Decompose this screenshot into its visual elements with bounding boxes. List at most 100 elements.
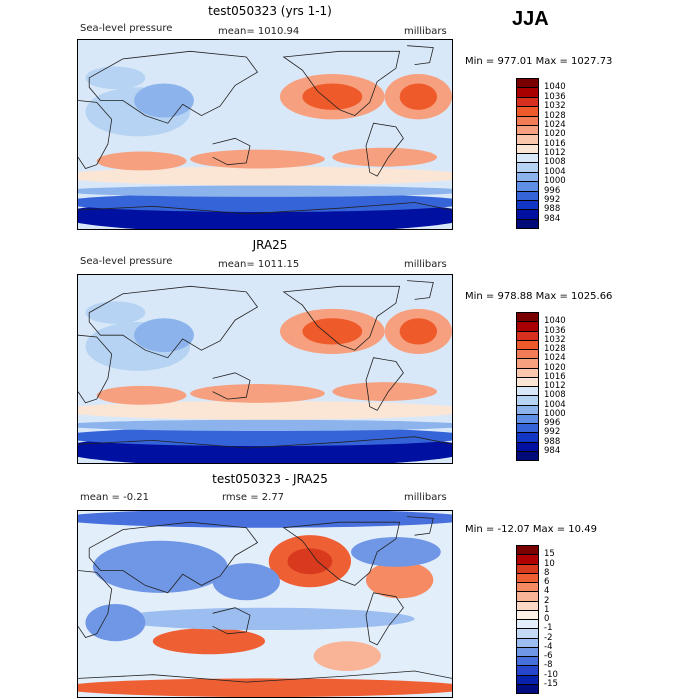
pressure-contour-region — [78, 193, 452, 212]
pressure-contour-region — [332, 382, 438, 401]
coastline — [212, 372, 251, 400]
coastline — [407, 516, 434, 536]
coastline — [88, 285, 259, 359]
sea-level-pressure-model-map — [78, 40, 452, 229]
colorbar-label: 1028 — [544, 344, 566, 354]
pressure-contour-region — [365, 561, 434, 599]
colorbar-label: 1 — [544, 604, 550, 615]
coastline — [78, 670, 452, 683]
pressure-contour-region — [92, 540, 228, 593]
panel2-title: JRA25 — [252, 238, 288, 252]
pressure-contour-region — [85, 301, 146, 324]
colorbar-label: 1040 — [544, 82, 566, 93]
colorbar-label: 988 — [544, 436, 561, 447]
colorbar-label: 996 — [544, 185, 561, 196]
pressure-contour-region — [190, 149, 325, 169]
pressure-contour-region — [134, 318, 194, 353]
pressure-contour-region — [78, 400, 452, 420]
pressure-contour-region — [96, 151, 187, 171]
colorbar-swatch — [516, 218, 539, 229]
colorbar-label: 988 — [544, 204, 561, 215]
pressure-contour-region — [85, 66, 146, 90]
colorbar-label: 1000 — [544, 176, 566, 187]
panel3-minmax: Min = -12.07 Max = 10.49 — [465, 524, 597, 535]
coastline — [78, 334, 113, 404]
pressure-contour-region — [399, 83, 438, 110]
panel1-units-label: millibars — [404, 26, 447, 37]
coastline — [407, 280, 434, 300]
colorbar-label: 984 — [544, 445, 561, 456]
colorbar-label: 996 — [544, 418, 561, 428]
colorbar-label: 1004 — [544, 399, 566, 410]
colorbar-label: 1036 — [544, 91, 566, 102]
pressure-contour-region — [78, 419, 452, 432]
pressure-contour-region — [351, 537, 441, 567]
colorbar-label: 1012 — [544, 381, 566, 391]
panel3-units-label: millibars — [404, 492, 447, 503]
pressure-contour-region — [227, 290, 318, 313]
colorbar-label: 2 — [544, 595, 550, 606]
pressure-contour-region — [287, 548, 333, 575]
panel1-map — [77, 39, 453, 230]
colorbar-label: -2 — [544, 632, 553, 643]
colorbar-label: 984 — [544, 213, 561, 224]
colorbar-label: 15 — [544, 549, 555, 560]
coastline — [78, 100, 113, 169]
panel1-title: test050323 (yrs 1-1) — [208, 4, 332, 18]
pressure-contour-region — [302, 318, 363, 345]
pressure-contour-region — [78, 678, 452, 697]
panel3-colorbar: 15 10 8 6 4 2 1 0 -1 -2 -4 -6 -8 -10 -15 — [516, 545, 576, 694]
colorbar-label: 1004 — [544, 166, 566, 177]
pressure-contour-region — [190, 384, 325, 403]
panel1-mean-label: mean= 1010.94 — [218, 26, 300, 37]
colorbar-label: 4 — [544, 586, 550, 597]
colorbar-label: 0 — [544, 614, 550, 624]
coastline — [88, 521, 259, 594]
sea-level-pressure-difference-map — [78, 511, 452, 697]
colorbar-label: 8 — [544, 567, 550, 578]
colorbar-label: 1012 — [544, 148, 566, 158]
coastline — [282, 285, 401, 351]
pressure-contour-region — [152, 628, 265, 655]
coastline — [282, 50, 401, 117]
season-label: JJA — [512, 8, 549, 30]
colorbar-label: 1016 — [544, 138, 566, 149]
coastline — [78, 570, 113, 638]
pressure-contour-region — [78, 185, 452, 197]
colorbar-label: -15 — [544, 678, 558, 689]
colorbar-label: 1036 — [544, 325, 566, 336]
panel2-colorbar: 1040 1036 1032 1028 1024 1020 1016 1012 1008 1004… — [516, 312, 576, 461]
pressure-contour-region — [85, 604, 146, 642]
colorbar-label: 1020 — [544, 129, 566, 140]
colorbar-label: -6 — [544, 651, 553, 661]
pressure-contour-region — [78, 511, 452, 528]
coastline — [282, 521, 401, 586]
coastline — [407, 45, 434, 65]
colorbar-swatch — [516, 450, 539, 461]
colorbar-label: 1000 — [544, 408, 566, 419]
colorbar-label: -8 — [544, 660, 553, 671]
panel3-map — [77, 510, 453, 698]
coastline — [365, 357, 404, 411]
panel1-minmax: Min = 977.01 Max = 1027.73 — [465, 56, 613, 67]
pressure-contour-region — [313, 641, 381, 671]
coastline — [78, 202, 452, 215]
pressure-contour-region — [115, 607, 415, 631]
panel3-rmse-label: rmse = 2.77 — [222, 492, 285, 503]
colorbar-label: 1040 — [544, 316, 566, 327]
coastline — [212, 607, 251, 635]
panel2-minmax: Min = 978.88 Max = 1025.66 — [465, 291, 613, 302]
panel1-variable-label: Sea-level pressure — [80, 23, 173, 34]
panel2-mean-label: mean= 1011.15 — [218, 259, 300, 270]
colorbar-label: 1024 — [544, 353, 566, 364]
sea-level-pressure-reanalysis-map — [78, 275, 452, 463]
panel3-mean-label: mean = -0.21 — [80, 492, 149, 503]
pressure-contour-region — [227, 55, 318, 78]
panel3-title: test050323 - JRA25 — [212, 472, 328, 486]
panel1-colorbar: 1040 1036 1032 1028 1024 1020 1016 1012 1008 1004… — [516, 78, 576, 229]
colorbar-swatch — [516, 683, 539, 694]
coastline — [212, 137, 251, 166]
colorbar-label: 1032 — [544, 334, 566, 345]
pressure-contour-region — [332, 147, 438, 167]
pressure-contour-region — [212, 563, 280, 601]
